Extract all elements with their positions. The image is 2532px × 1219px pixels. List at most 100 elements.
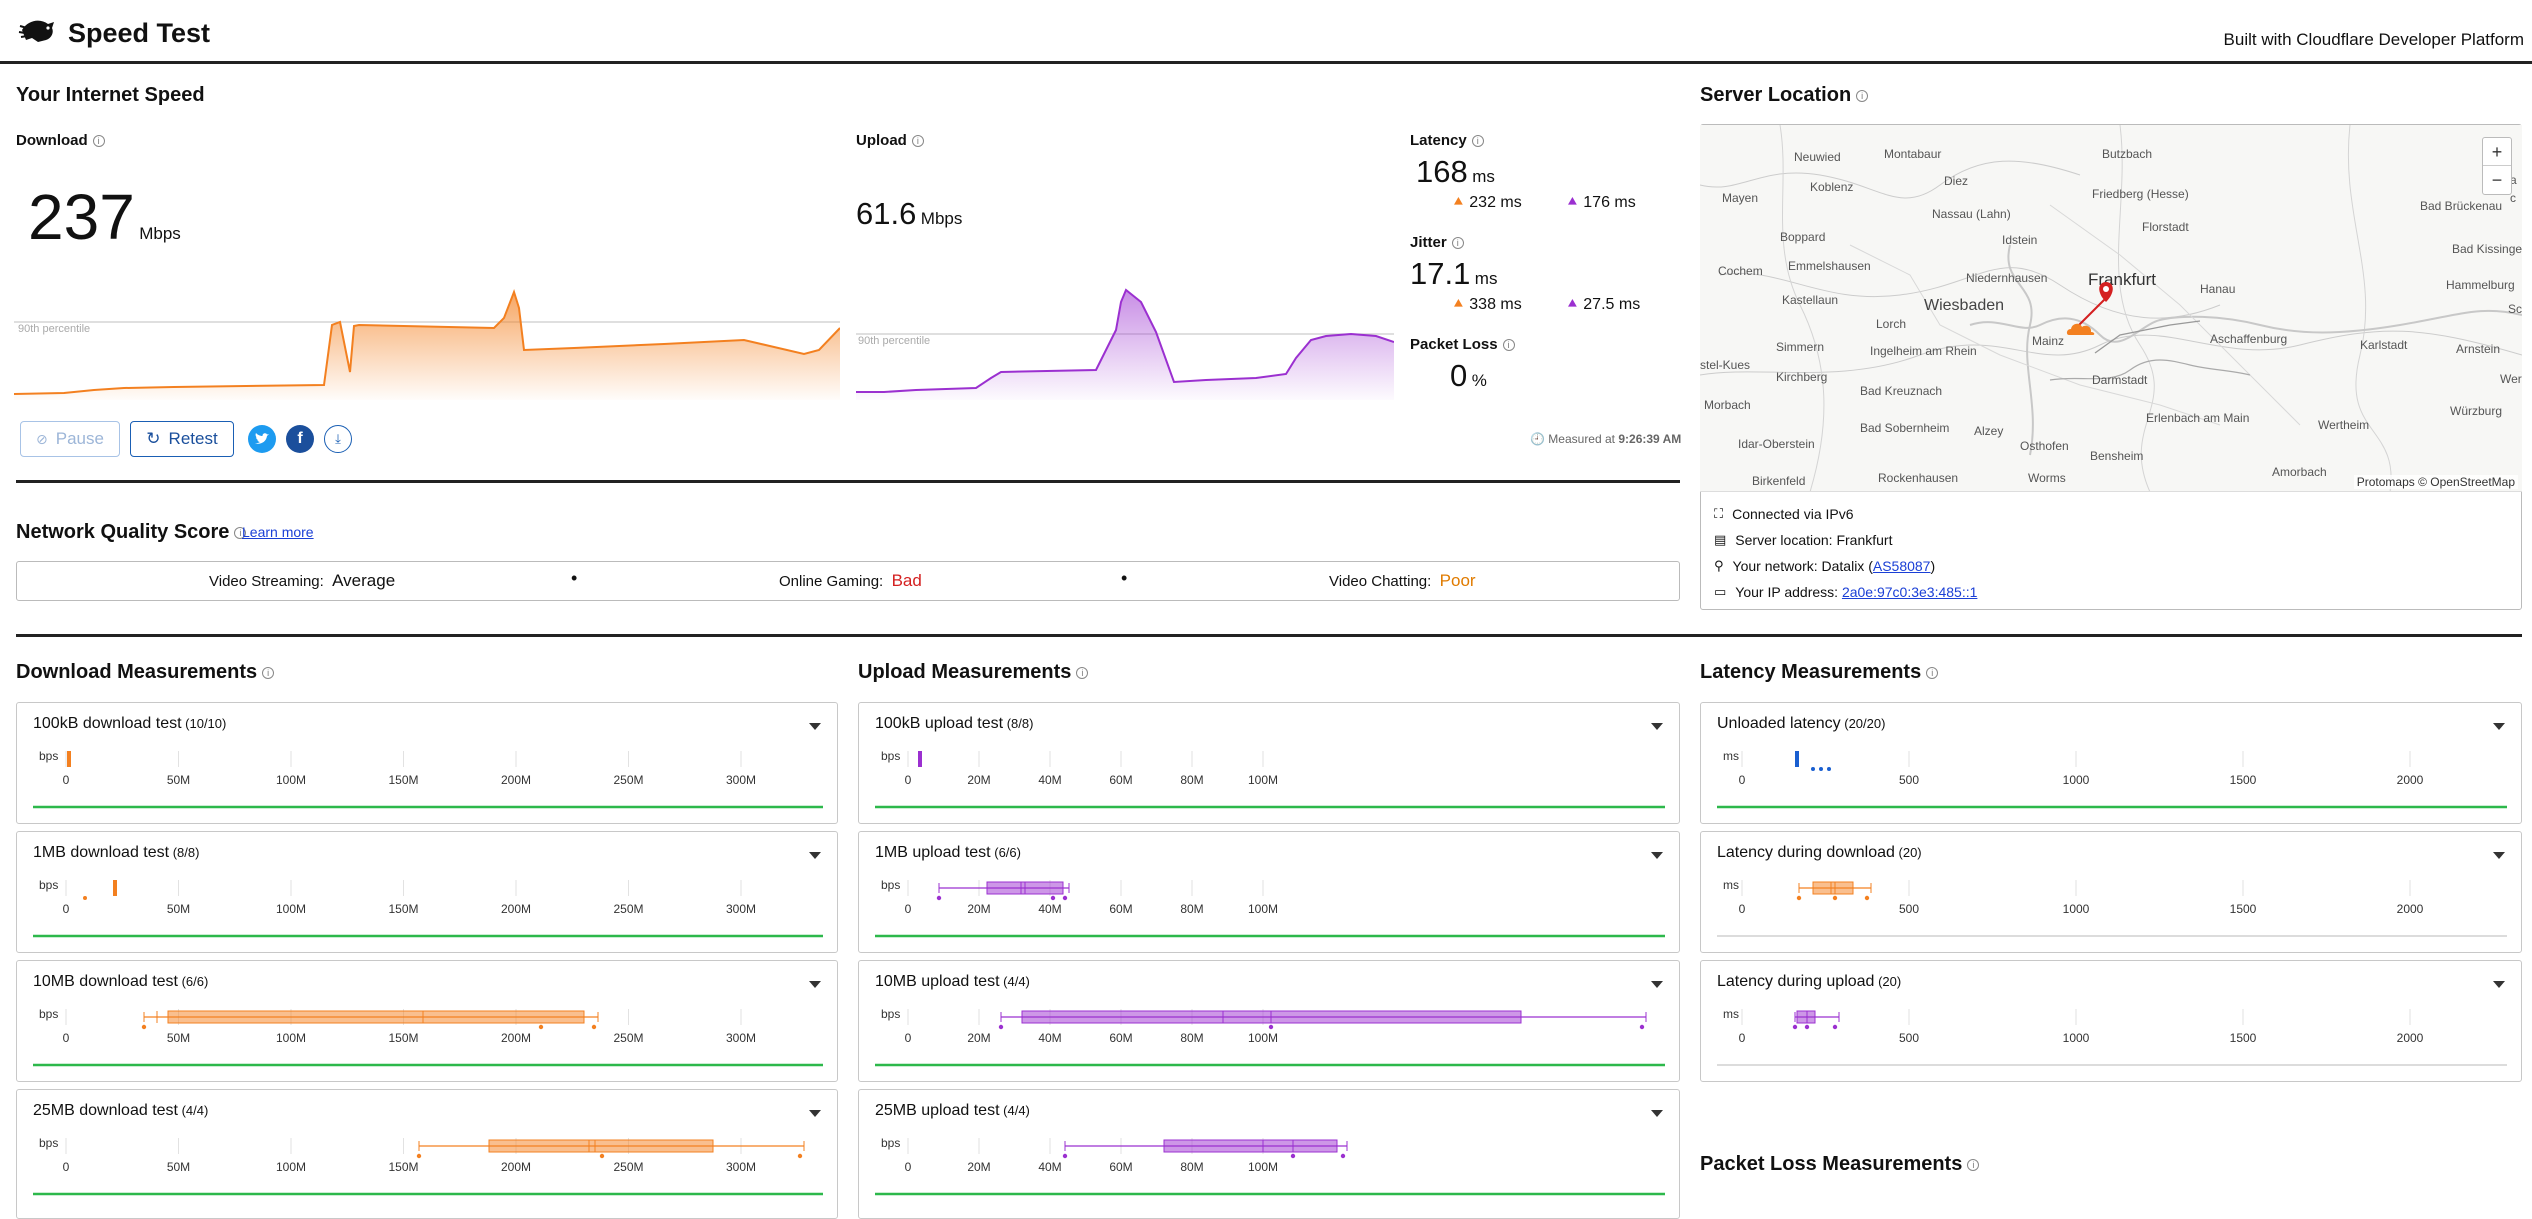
tick-label: 150M — [388, 1160, 418, 1174]
data-point — [1050, 895, 1056, 901]
test-title: 10MB upload test (4/4) — [875, 973, 1030, 991]
info-icon[interactable]: i — [1471, 135, 1484, 148]
tick-label: 1500 — [2230, 902, 2257, 916]
latency-test-card[interactable]: Latency during upload (20) ms 0 500 1000 1500… — [1700, 960, 2522, 1082]
download-test-card[interactable]: 25MB download test (4/4) bps 0 50M 100M 150M 2… — [16, 1089, 838, 1219]
map-label: Neuwied — [1794, 150, 1841, 164]
data-point — [1832, 1024, 1838, 1030]
map-label: Würzburg — [2450, 404, 2503, 418]
info-icon[interactable]: i — [262, 666, 275, 679]
pause-icon: ⊘ — [36, 430, 48, 447]
chevron-down-icon[interactable] — [809, 852, 821, 859]
data-point — [797, 1153, 803, 1159]
map-label: Alzey — [1974, 424, 2004, 438]
tick-label: 100M — [276, 902, 306, 916]
chevron-down-icon[interactable] — [1651, 1110, 1663, 1117]
video-streaming-score: Video Streaming: Average — [209, 571, 396, 590]
test-title: 10MB download test (6/6) — [33, 973, 208, 991]
download-test-card[interactable]: 10MB download test (6/6) bps 0 50M 100M 150M 2… — [16, 960, 838, 1082]
chevron-down-icon[interactable] — [2493, 981, 2505, 988]
data-point — [1827, 767, 1831, 771]
upload-test-card[interactable]: 25MB upload test (4/4) bps 0 20M 40M 60M 80M 10… — [858, 1089, 1680, 1219]
latency-download: ⯅ 232 ms — [1452, 194, 1522, 211]
upload-arrow-icon: ⯅ — [1566, 296, 1579, 313]
asn-link[interactable]: AS58087 — [1872, 558, 1931, 574]
map-attribution[interactable]: Protomaps © OpenStreetMap — [2353, 475, 2518, 489]
chevron-down-icon[interactable] — [2493, 852, 2505, 859]
test-title: Unloaded latency (20/20) — [1717, 715, 1885, 733]
tick-label: 0 — [63, 1031, 70, 1045]
data-point — [1832, 895, 1838, 901]
info-icon[interactable]: i — [911, 135, 924, 148]
download-test-card[interactable]: 100kB download test (10/10) bps 0 50M 100M 15… — [16, 702, 838, 824]
chevron-down-icon[interactable] — [2493, 723, 2505, 730]
chevron-down-icon[interactable] — [809, 1110, 821, 1117]
upload-test-card[interactable]: 1MB upload test (6/6) bps 0 20M 40M 60M 80M 100… — [858, 831, 1680, 953]
data-point — [1811, 767, 1815, 771]
share-facebook-button[interactable]: f — [286, 425, 314, 453]
data-point — [599, 1153, 605, 1159]
tick-label: 100M — [1248, 773, 1278, 787]
tick-label: 60M — [1109, 1031, 1132, 1045]
data-point — [416, 1153, 422, 1159]
box — [1163, 1139, 1338, 1153]
location-pin-icon: ⚲ — [1714, 558, 1724, 573]
share-twitter-button[interactable] — [248, 425, 276, 453]
chevron-down-icon[interactable] — [1651, 852, 1663, 859]
retest-button[interactable]: ↻ Retest — [130, 421, 234, 457]
ip-link[interactable]: 2a0e:97c0:3e3:485::1 — [1841, 584, 1978, 600]
latency-test-card[interactable]: Unloaded latency (20/20) ms 0 500 1000 1500 20… — [1700, 702, 2522, 824]
test-count: (4/4) — [177, 1103, 209, 1118]
tick-label: 500 — [1899, 773, 1919, 787]
latency-upload: ⯅ 176 ms — [1566, 194, 1636, 211]
pause-button[interactable]: ⊘ Pause — [20, 421, 120, 457]
tick-label: 1000 — [2063, 773, 2090, 787]
tick-label: 40M — [1038, 773, 1061, 787]
tick-label: 1500 — [2230, 773, 2257, 787]
data-point — [1062, 895, 1068, 901]
server-location-title: Server Location i — [1700, 84, 1869, 107]
box-plot: bps 0 50M 100M 150M 200M 250M 300M — [33, 1136, 823, 1196]
test-count: (4/4) — [999, 974, 1030, 989]
download-unit: Mbps — [139, 224, 181, 243]
map-label: Boppard — [1780, 230, 1826, 244]
chevron-down-icon[interactable] — [1651, 723, 1663, 730]
info-icon[interactable]: i — [1076, 666, 1089, 679]
video-chatting-score: Video Chatting: Poor — [1329, 571, 1476, 590]
box-plot: bps 0 50M 100M 150M 200M 250M 300M — [33, 878, 823, 938]
info-icon[interactable]: i — [1502, 339, 1515, 352]
download-test-card[interactable]: 1MB download test (8/8) bps 0 50M 100M 150M 20… — [16, 831, 838, 953]
chevron-down-icon[interactable] — [1651, 981, 1663, 988]
refresh-icon: ↻ — [146, 429, 161, 448]
download-label: Download i — [16, 132, 105, 149]
upload-test-card[interactable]: 100kB upload test (8/8) bps 0 20M 40M 60M 80M 1… — [858, 702, 1680, 824]
latency-test-card[interactable]: Latency during download (20) ms 0 500 1000 15… — [1700, 831, 2522, 953]
download-results-button[interactable]: ⤓ — [324, 425, 352, 453]
info-icon[interactable]: i — [234, 526, 247, 539]
map-label: Hammelburg — [2446, 278, 2515, 292]
chevron-down-icon[interactable] — [809, 723, 821, 730]
tick-label: 100M — [276, 773, 306, 787]
info-icon[interactable]: i — [1856, 89, 1869, 102]
axis-unit: bps — [39, 878, 58, 892]
tick-label: 0 — [905, 1031, 912, 1045]
tick-label: 40M — [1038, 1031, 1061, 1045]
upload-test-card[interactable]: 10MB upload test (4/4) bps 0 20M 40M 60M 80M 10… — [858, 960, 1680, 1082]
zoom-out-button[interactable]: − — [2491, 170, 2503, 190]
tick-label: 200M — [501, 902, 531, 916]
app-header: Speed Test Built with Cloudflare Develop… — [0, 0, 2532, 64]
learn-more-link[interactable]: Learn more — [242, 524, 314, 540]
facebook-icon: f — [297, 430, 303, 447]
download-icon: ⤓ — [335, 431, 341, 446]
tick-label: 500 — [1899, 902, 1919, 916]
info-icon[interactable]: i — [1451, 237, 1464, 250]
map-label: Montabaur — [1884, 147, 1942, 161]
zoom-in-button[interactable]: + — [2483, 138, 2511, 166]
test-title: 25MB download test (4/4) — [33, 1102, 208, 1120]
info-icon[interactable]: i — [1926, 666, 1939, 679]
data-point — [113, 880, 117, 896]
info-icon[interactable]: i — [1967, 1158, 1980, 1171]
info-icon[interactable]: i — [92, 135, 105, 148]
chevron-down-icon[interactable] — [809, 981, 821, 988]
server-map[interactable]: Neuwied Montabaur Butzbach Diez Friedber… — [1700, 125, 2522, 492]
